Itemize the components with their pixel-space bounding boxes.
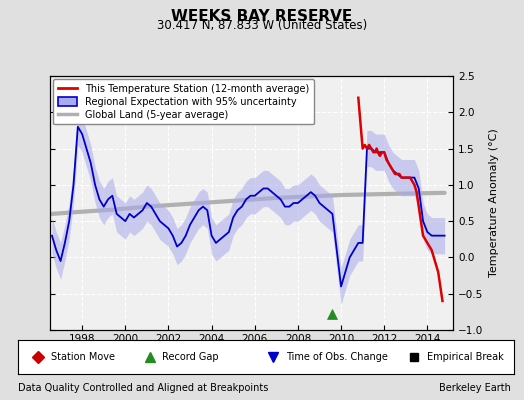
Text: Berkeley Earth: Berkeley Earth — [439, 383, 511, 393]
Text: 30.417 N, 87.833 W (United States): 30.417 N, 87.833 W (United States) — [157, 19, 367, 32]
Text: Time of Obs. Change: Time of Obs. Change — [286, 352, 388, 362]
Text: Empirical Break: Empirical Break — [427, 352, 504, 362]
Text: Record Gap: Record Gap — [162, 352, 219, 362]
Text: WEEKS BAY RESERVE: WEEKS BAY RESERVE — [171, 9, 353, 24]
Legend: This Temperature Station (12-month average), Regional Expectation with 95% uncer: This Temperature Station (12-month avera… — [53, 79, 314, 124]
Text: Station Move: Station Move — [50, 352, 115, 362]
Text: Data Quality Controlled and Aligned at Breakpoints: Data Quality Controlled and Aligned at B… — [18, 383, 269, 393]
Y-axis label: Temperature Anomaly (°C): Temperature Anomaly (°C) — [489, 129, 499, 277]
